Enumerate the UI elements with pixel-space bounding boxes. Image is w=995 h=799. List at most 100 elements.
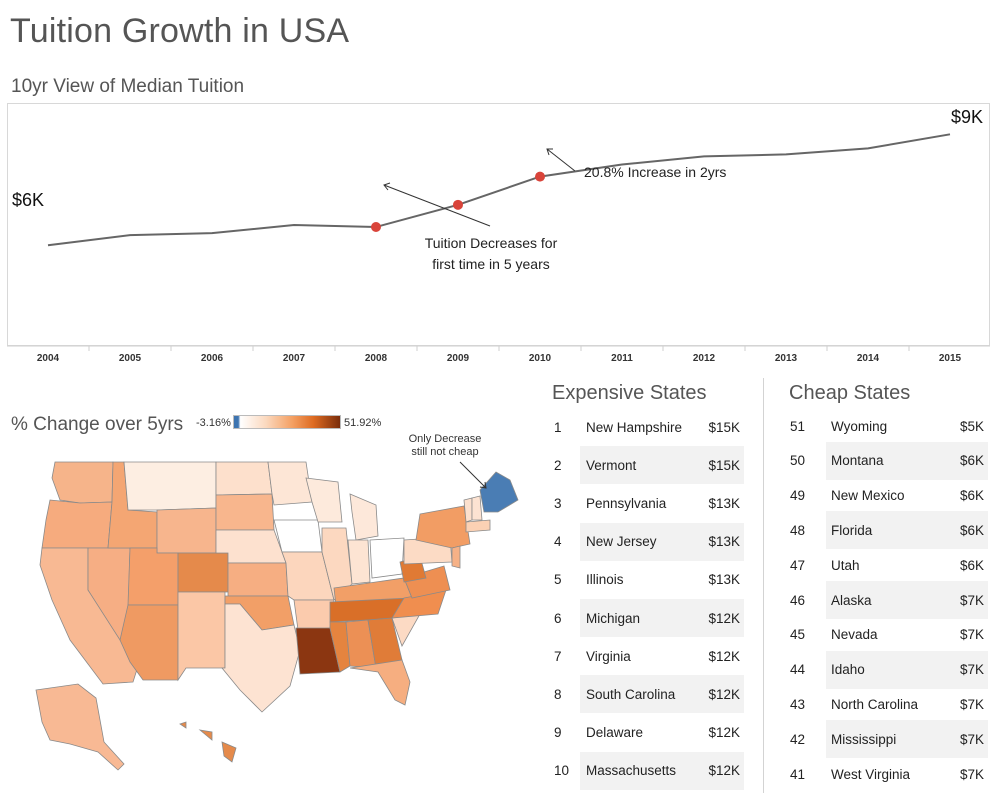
- rank-number: 1: [554, 419, 562, 435]
- table-row: 44 Idaho $7K: [790, 650, 988, 689]
- x-tick-label: 2011: [611, 353, 633, 364]
- x-tick-label: 2008: [365, 353, 388, 364]
- tuition-value: $6K: [959, 453, 984, 469]
- rank-number: 6: [554, 610, 562, 626]
- tuition-value: $6K: [959, 522, 984, 538]
- state-name: South Carolina: [586, 686, 676, 702]
- table-row: 3 Pennsylvania $13K: [554, 484, 744, 522]
- state-mississippi: [329, 621, 351, 673]
- state-new-hampshire: [471, 495, 483, 521]
- state-kansas: [227, 562, 289, 597]
- table-row: 8 South Carolina $12K: [554, 675, 744, 714]
- rank-number: 9: [554, 725, 562, 741]
- tuition-value: $5K: [959, 418, 984, 434]
- tuition-value: $7K: [959, 766, 984, 782]
- us-choropleth-map: [35, 461, 519, 771]
- rank-number: 50: [790, 453, 806, 469]
- table-row: 9 Delaware $12K: [554, 714, 744, 752]
- row-shading: [580, 599, 744, 637]
- table-row: 43 North Carolina $7K: [790, 685, 988, 723]
- cheap-states-title: Cheap States: [789, 382, 911, 404]
- state-alaska: [35, 683, 125, 771]
- rank-number: 41: [790, 766, 806, 782]
- state-name: Virginia: [586, 648, 631, 664]
- table-row: 47 Utah $6K: [790, 546, 988, 584]
- state-washington: [51, 461, 114, 504]
- line-chart: 2004 2005 2006 2007 2008 2009 2010 2011 2012 2013…: [7, 107, 990, 364]
- column-divider: [763, 378, 764, 793]
- legend-min-label: -3.16%: [196, 417, 231, 429]
- state-hawaii: [179, 721, 237, 763]
- tuition-value: $7K: [959, 696, 984, 712]
- row-shading: [580, 675, 744, 714]
- state-oregon: [41, 499, 113, 549]
- x-tick-label: 2013: [775, 353, 798, 364]
- legend-max-label: 51.92%: [344, 417, 382, 429]
- rank-number: 47: [790, 557, 806, 573]
- annotation-decrease-text-1: Tuition Decreases for: [425, 235, 558, 251]
- state-colorado: [177, 552, 229, 593]
- tuition-value: $13K: [708, 495, 740, 511]
- rank-number: 43: [790, 696, 806, 712]
- table-row: 4 New Jersey $13K: [554, 522, 744, 561]
- rank-number: 7: [554, 648, 562, 664]
- legend-color-bar: [233, 415, 341, 429]
- state-south-dakota: [215, 493, 275, 531]
- state-name: Utah: [831, 557, 860, 573]
- tuition-value: $12K: [708, 686, 740, 702]
- state-name: Alaska: [831, 592, 872, 608]
- x-tick-label: 2009: [447, 353, 470, 364]
- rank-number: 51: [790, 418, 806, 434]
- state-wisconsin: [305, 477, 343, 523]
- state-ohio: [369, 537, 405, 579]
- end-value-label: $9K: [951, 107, 983, 127]
- state-name: Illinois: [586, 572, 624, 588]
- annotation-decrease: Tuition Decreases for first time in 5 ye…: [383, 182, 558, 272]
- tuition-value: $7K: [959, 592, 984, 608]
- row-shading: [580, 751, 744, 790]
- state-minnesota: [267, 461, 313, 506]
- rank-number: 8: [554, 686, 562, 702]
- rank-number: 44: [790, 662, 806, 678]
- rank-number: 42: [790, 731, 806, 747]
- x-tick-label: 2004: [37, 353, 60, 364]
- state-name: Michigan: [586, 610, 641, 626]
- state-massachusetts: [465, 519, 491, 533]
- highlight-points: [371, 171, 545, 233]
- state-new-mexico: [177, 591, 226, 682]
- state-name: West Virginia: [831, 766, 911, 782]
- tuition-value: $15K: [708, 419, 740, 435]
- state-maine: [479, 471, 519, 513]
- state-name: New Jersey: [586, 534, 657, 550]
- map-annotation-line2: still not cheap: [411, 446, 479, 458]
- tuition-value: $15K: [708, 457, 740, 473]
- map-annotation: Only Decrease still not cheap: [400, 433, 490, 459]
- tuition-value: $12K: [708, 725, 740, 741]
- state-name: Mississippi: [831, 731, 897, 747]
- x-tick-label: 2014: [857, 353, 880, 364]
- table-row: 6 Michigan $12K: [554, 599, 744, 637]
- state-iowa: [273, 519, 323, 553]
- rank-number: 3: [554, 495, 562, 511]
- tuition-value: $7K: [959, 731, 984, 747]
- state-name: Vermont: [586, 457, 637, 473]
- annotation-decrease-text-2: first time in 5 years: [432, 256, 549, 272]
- map-title: % Change over 5yrs: [11, 414, 184, 435]
- rank-number: 46: [790, 592, 806, 608]
- rank-number: 10: [554, 763, 570, 779]
- state-new-york: [415, 505, 471, 549]
- x-tick-label: 2010: [529, 353, 552, 364]
- state-virginia: [403, 565, 451, 599]
- state-north-dakota: [215, 461, 273, 496]
- highlight-point-2010: [535, 171, 545, 182]
- table-row: 50 Montana $6K: [790, 441, 988, 480]
- x-tick-label: 2015: [939, 353, 962, 364]
- table-row: 42 Mississippi $7K: [790, 720, 988, 759]
- tuition-value: $13K: [708, 534, 740, 550]
- table-row: 49 New Mexico $6K: [790, 477, 988, 515]
- expensive-states-title: Expensive States: [552, 382, 707, 404]
- state-florida: [349, 659, 411, 706]
- tuition-value: $12K: [708, 648, 740, 664]
- x-tick-label: 2006: [201, 353, 224, 364]
- state-arkansas: [293, 599, 335, 631]
